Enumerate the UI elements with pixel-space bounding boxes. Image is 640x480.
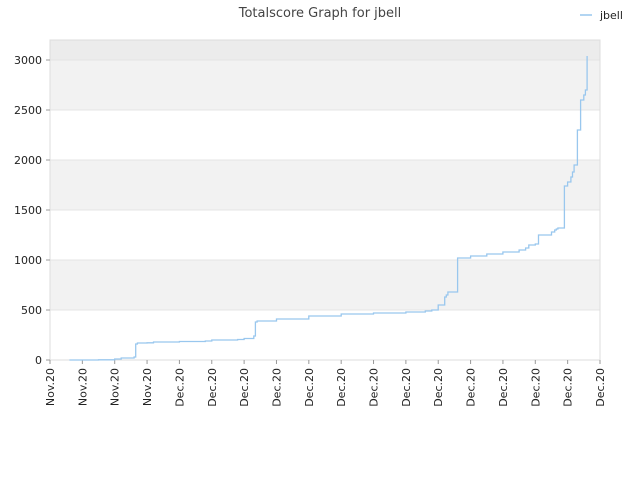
plot-background	[50, 40, 600, 310]
axes	[49, 39, 601, 361]
gridlines	[50, 59, 600, 361]
y-tick-label: 2000	[14, 154, 42, 167]
x-tick-label: Dec.20	[594, 368, 607, 407]
x-tick-label: Nov.20	[76, 368, 89, 406]
x-tick-label: Dec.20	[368, 368, 381, 407]
y-tick-label: 0	[35, 354, 42, 367]
legend[interactable]: jbell	[580, 9, 623, 22]
legend-label: jbell	[599, 9, 623, 22]
y-tick-label: 3000	[14, 54, 42, 67]
grid-band	[50, 260, 600, 310]
x-tick-label: Dec.20	[270, 368, 283, 407]
x-tick-label: Dec.20	[303, 368, 316, 407]
grid-band	[50, 160, 600, 210]
x-tick-label: Nov.20	[44, 368, 57, 406]
x-tick-label: Dec.20	[173, 368, 186, 407]
x-tick-label: Dec.20	[497, 368, 510, 407]
x-tick-label: Dec.20	[400, 368, 413, 407]
x-tick-label: Dec.20	[206, 368, 219, 407]
x-tick-label: Dec.20	[432, 368, 445, 407]
series-line-jbell	[69, 56, 588, 361]
grid-band	[50, 60, 600, 110]
series-lines	[69, 56, 588, 361]
plot-frame	[49, 39, 601, 361]
y-tick-label: 1000	[14, 254, 42, 267]
x-tick-label: Dec.20	[562, 368, 575, 407]
y-tick-label: 1500	[14, 204, 42, 217]
x-tick-label: Dec.20	[465, 368, 478, 407]
y-axis-ticks: 0 500 1000 1500 2000 2500 3000	[14, 54, 50, 367]
chart-title: Totalscore Graph for jbell	[238, 6, 402, 21]
grid-band-top	[50, 40, 600, 60]
x-axis-ticks: Nov.20 Nov.20 Nov.20 Nov.20 Dec.20 Dec.20 Dec.…	[44, 360, 607, 407]
y-tick-label: 500	[21, 304, 42, 317]
x-tick-label: Dec.20	[335, 368, 348, 407]
x-tick-label: Dec.20	[238, 368, 251, 407]
y-tick-label: 2500	[14, 104, 42, 117]
x-tick-label: Dec.20	[529, 368, 542, 407]
x-tick-label: Nov.20	[109, 368, 122, 406]
x-tick-label: Nov.20	[141, 368, 154, 406]
